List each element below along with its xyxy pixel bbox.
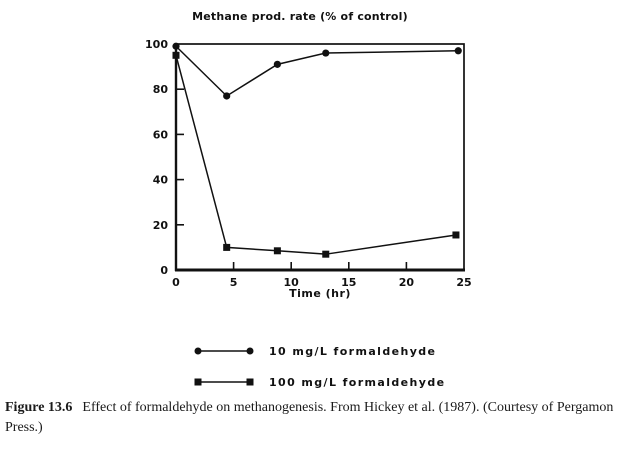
y-tick-label: 40 xyxy=(153,174,169,187)
data-point-square xyxy=(273,247,281,255)
y-tick-label: 80 xyxy=(153,83,169,96)
y-tick-label: 60 xyxy=(153,128,169,141)
chart-legend: 10 mg/L formaldehyde 100 mg/L formaldehy… xyxy=(193,344,445,406)
x-axis-label: Time (hr) xyxy=(289,287,351,300)
figure-caption-text: Effect of formaldehyde on methanogenesis… xyxy=(5,400,614,436)
data-point-square xyxy=(322,250,330,258)
x-tick-label: 20 xyxy=(399,276,415,289)
y-tick-label: 100 xyxy=(145,38,168,51)
series-line xyxy=(175,55,457,255)
x-tick-label: 25 xyxy=(456,276,471,289)
circle-marker-swatch xyxy=(194,347,254,355)
legend-label: 100 mg/L formaldehyde xyxy=(269,375,446,389)
data-point-circle xyxy=(223,92,231,100)
y-tick-label: 20 xyxy=(153,219,169,232)
x-tick-label: 5 xyxy=(230,276,238,289)
figure-number: Figure 13.6 xyxy=(5,400,73,415)
chart-title: Methane prod. rate (% of control) xyxy=(192,10,408,23)
data-point-circle xyxy=(454,47,462,55)
plot-frame xyxy=(175,43,465,271)
x-tick-label: 0 xyxy=(172,276,180,289)
data-point-circle xyxy=(322,49,330,57)
data-point-square xyxy=(452,231,460,239)
legend-item: 10 mg/L formaldehyde xyxy=(193,344,445,358)
y-tick-label: 0 xyxy=(160,264,168,277)
series-line xyxy=(175,45,459,97)
x-tick-label: 15 xyxy=(341,276,356,289)
data-point-circle xyxy=(273,60,281,68)
data-point-square xyxy=(172,51,180,59)
data-point-circle xyxy=(172,42,180,50)
figure-caption: Figure 13.6 Effect of formaldehyde on met… xyxy=(5,398,621,439)
square-marker-swatch xyxy=(194,378,254,386)
x-tick-label: 10 xyxy=(284,276,300,289)
legend-item: 100 mg/L formaldehyde xyxy=(193,375,445,389)
legend-label: 10 mg/L formaldehyde xyxy=(269,344,437,358)
data-point-square xyxy=(223,243,231,251)
